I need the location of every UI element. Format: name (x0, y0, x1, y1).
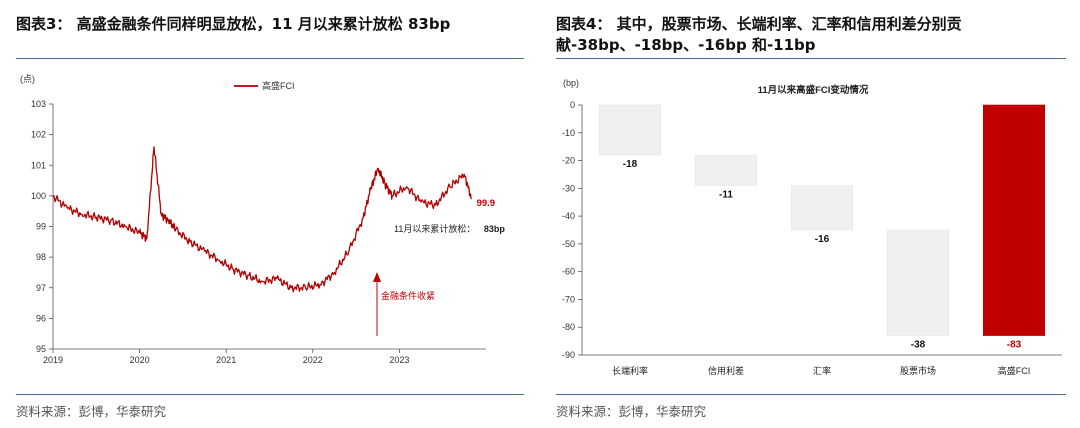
bar-y-tick-label: -10 (562, 128, 575, 138)
bar-x-axis: 长端利率 信用利差 汇率 股票市场 高盛FCI (582, 354, 1062, 376)
bar-category-label: 汇率 (813, 365, 831, 376)
bar-y-tick-label: -60 (562, 267, 575, 277)
bar-y-tick-label: -20 (562, 156, 575, 166)
y-tick-label: 102 (31, 130, 46, 140)
cumulative-easing-value: 83bp (484, 224, 506, 234)
waterfall-bar (790, 185, 854, 231)
y-tick-label: 97 (36, 283, 46, 293)
bar-value-label: -18 (623, 159, 638, 170)
waterfall-bar (886, 229, 950, 336)
y-tick-label: 99 (36, 222, 46, 232)
y-tick-label: 96 (36, 313, 46, 323)
bar-category-label: 高盛FCI (998, 365, 1031, 376)
bar-y-axis-unit-label: (bp) (563, 78, 579, 88)
bar-y-tick-label: -70 (562, 294, 575, 304)
bar-chart-title: 11月以来高盛FCI变动情况 (758, 84, 869, 96)
bar-y-tick-label: -40 (562, 211, 575, 221)
fci-series-line (53, 146, 472, 293)
waterfall-bars: -18 -11 -16 -38 -83 (598, 104, 1046, 351)
bar-value-label: -11 (719, 190, 733, 201)
x-tick-label: 2023 (389, 355, 409, 365)
left-title-rule (16, 58, 524, 59)
y-tick-label: 103 (31, 99, 46, 109)
right-source-note: 资料来源：彭博，华泰研究 (556, 404, 707, 419)
waterfall-bar (694, 154, 758, 186)
last-value-label: 99.9 (477, 198, 496, 209)
bar-y-tick-label: 0 (570, 100, 575, 110)
tightening-annotation: 金融条件收紧 (381, 290, 435, 301)
bar-y-tick-label: -90 (562, 350, 575, 360)
bar-value-label: -38 (911, 340, 926, 351)
waterfall-bar (598, 104, 662, 156)
right-source-rule (556, 394, 1066, 395)
fci-line-chart: (点) 高盛FCI 95 96 97 98 99 100 101 102 103 2019 202… (20, 74, 505, 365)
bar-category-label: 长端利率 (612, 365, 648, 376)
x-tick-label: 2019 (43, 355, 63, 365)
y-tick-label: 101 (31, 160, 46, 170)
y-axis-unit-label: (点) (20, 74, 35, 84)
legend-label-fci: 高盛FCI (262, 80, 295, 91)
y-tick-label: 95 (36, 344, 46, 354)
x-axis: 2019 2020 2021 2022 2023 (43, 348, 486, 365)
bar-value-label: -16 (815, 234, 830, 245)
cumulative-easing-note: 11月以来累计放松： 83bp (394, 223, 505, 234)
x-tick-label: 2021 (216, 355, 236, 365)
right-title-rule (556, 58, 1066, 59)
bar-y-axis: 0 -10 -20 -30 -40 -50 -60 -70 -80 -90 (562, 100, 583, 360)
bar-value-label: -83 (1007, 340, 1022, 351)
x-tick-label: 2022 (303, 355, 323, 365)
y-tick-label: 98 (36, 252, 46, 262)
fci-waterfall-chart: (bp) 11月以来高盛FCI变动情况 0 -10 -20 -30 -40 -50 -60 -… (562, 78, 1062, 376)
left-chart-title: 图表3： 高盛金融条件同样明显放松，11 月以来累计放松 83bp (16, 15, 451, 33)
waterfall-bar (982, 104, 1046, 336)
y-axis: 95 96 97 98 99 100 101 102 103 (31, 99, 54, 354)
bar-y-tick-label: -30 (562, 183, 575, 193)
y-tick-label: 100 (31, 191, 46, 201)
left-source-rule (16, 394, 524, 395)
bar-y-tick-label: -50 (562, 239, 575, 249)
x-tick-label: 2020 (130, 355, 150, 365)
bar-y-tick-label: -80 (562, 322, 575, 332)
tightening-arrow-head (373, 272, 381, 282)
bar-category-label: 股票市场 (900, 365, 936, 376)
right-chart-title: 图表4： 其中，股票市场、长端利率、汇率和信用利差分别贡献-38bp、-18bp… (556, 15, 962, 54)
bar-category-label: 信用利差 (708, 365, 744, 376)
left-source-note: 资料来源：彭博，华泰研究 (16, 404, 167, 419)
